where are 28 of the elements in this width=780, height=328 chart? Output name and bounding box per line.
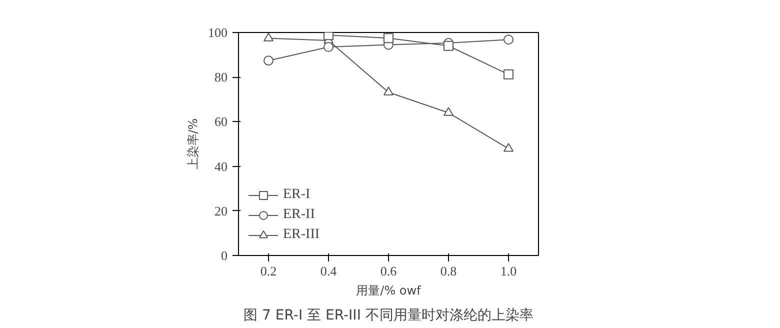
x-tick-label: 1.0 bbox=[500, 264, 517, 278]
point bbox=[324, 42, 334, 52]
y-tick-label: 40 bbox=[214, 158, 228, 174]
point bbox=[444, 40, 454, 51]
x-tick-label: 0.2 bbox=[260, 264, 277, 278]
x-tick-label: 0.8 bbox=[440, 264, 457, 278]
x-axis-title: 用量/% owf bbox=[356, 284, 422, 298]
y-tick-label: 80 bbox=[214, 70, 228, 85]
x-tick-label: 0.4 bbox=[320, 264, 338, 278]
y-axis-title: 上染率/% bbox=[186, 118, 200, 170]
point bbox=[504, 69, 514, 80]
x-tick-label: 0.6 bbox=[380, 264, 398, 278]
point bbox=[324, 32, 334, 40]
point bbox=[264, 32, 274, 42]
point bbox=[384, 86, 394, 96]
point bbox=[264, 56, 274, 66]
legend-label: ER-I bbox=[283, 187, 310, 203]
y-tick-label: 60 bbox=[214, 114, 228, 130]
y-tick-label: 0 bbox=[221, 248, 228, 263]
legend-label: ER-II bbox=[283, 207, 315, 223]
point bbox=[504, 34, 514, 45]
y-tick-label: 20 bbox=[214, 203, 228, 218]
point bbox=[504, 142, 514, 152]
y-tick-label: 100 bbox=[208, 25, 228, 40]
point bbox=[444, 107, 454, 116]
caption: 图 7 ER-I 至 ER-III 不同用量时对涤纶的上染率 bbox=[244, 308, 534, 324]
legend-label: ER-III bbox=[283, 227, 320, 243]
point bbox=[384, 33, 394, 44]
